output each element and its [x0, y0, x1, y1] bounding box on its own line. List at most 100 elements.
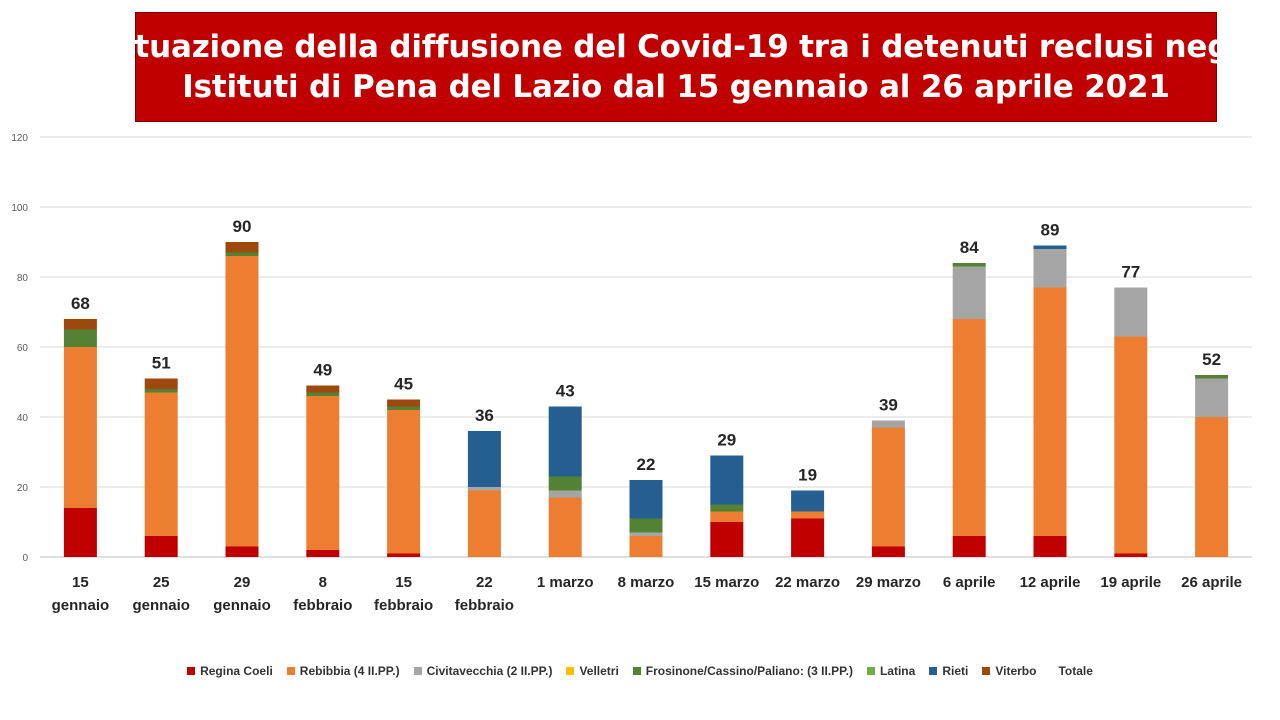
x-tick-label: gennaio: [132, 597, 190, 614]
x-tick-label: 26 aprile: [1181, 574, 1242, 591]
y-tick-label: 120: [11, 133, 28, 144]
x-tick-label: 15 marzo: [694, 574, 759, 591]
bar-segment: [144, 536, 178, 557]
x-tick-label: 8: [319, 574, 327, 591]
x-tick-label: 22: [476, 574, 493, 591]
bar-segment: [871, 546, 905, 557]
bar-segment: [225, 242, 259, 253]
bar-segment: [629, 536, 663, 557]
chart-title-line-1: Situazione della diffusione del Covid-19…: [101, 29, 1251, 65]
legend-label: Civitavecchia (2 II.PP.): [426, 664, 553, 678]
legend-item: Rieti: [929, 664, 968, 678]
bar-segment: [225, 256, 259, 547]
bar-segment: [952, 536, 986, 557]
x-tick-label: gennaio: [213, 597, 271, 614]
x-tick-label: febbraio: [374, 597, 433, 614]
total-data-label: 49: [313, 361, 332, 380]
x-tick-label: 12 aprile: [1020, 574, 1081, 591]
y-tick-label: 100: [11, 203, 28, 214]
chart-title: Situazione della diffusione del Covid-19…: [102, 12, 1250, 122]
bar-segment: [710, 511, 744, 522]
total-data-label: 22: [637, 455, 656, 474]
legend-swatch: [413, 667, 422, 675]
x-tick-label: 29: [234, 574, 251, 591]
total-data-label: 19: [798, 466, 817, 485]
legend-label: Rieti: [942, 664, 969, 678]
x-tick-label: 22 marzo: [775, 574, 840, 591]
bar-segment: [467, 490, 501, 557]
bar-segment: [1033, 287, 1067, 536]
legend-item: Rebibbia (4 II.PP.): [286, 664, 400, 678]
bar-segment: [63, 508, 97, 557]
x-tick-label: 15: [395, 574, 412, 591]
x-tick-label: 15: [72, 574, 89, 591]
legend-swatch: [632, 667, 641, 675]
bar-segment: [144, 392, 178, 536]
bar-segment: [63, 329, 97, 347]
legend-item: Latina: [866, 664, 916, 678]
x-tick-label: febbraio: [293, 597, 352, 614]
y-tick-label: 0: [22, 553, 28, 564]
legend-swatch: [982, 667, 991, 675]
bar-segment: [1114, 336, 1148, 554]
legend-item: Velletri: [566, 664, 619, 678]
bar-segment: [710, 455, 744, 505]
bar-segment: [387, 410, 421, 554]
total-data-label: 39: [879, 396, 898, 415]
total-data-label: 52: [1202, 350, 1221, 369]
total-data-label: 89: [1041, 221, 1060, 240]
legend-label: Latina: [879, 664, 916, 678]
bar-segment: [306, 385, 340, 393]
bar-segment: [225, 546, 259, 557]
bar-segment: [629, 518, 663, 533]
bar-segment: [1195, 375, 1229, 379]
total-data-label: 36: [475, 406, 494, 425]
bar-segment: [467, 487, 501, 491]
total-data-label: 51: [152, 354, 171, 373]
bar-segment: [871, 420, 905, 428]
bar-segment: [467, 431, 501, 487]
bar-segment: [548, 497, 582, 557]
legend-item: Civitavecchia (2 II.PP.): [413, 664, 553, 678]
bar-segment: [952, 263, 986, 267]
bar-segment: [952, 319, 986, 536]
total-data-label: 84: [960, 238, 979, 257]
legend-label: Viterbo: [995, 664, 1037, 678]
chart-title-line-2: Istituti di Pena del Lazio dal 15 gennai…: [182, 69, 1170, 105]
bar-segment: [63, 319, 97, 330]
total-data-label: 68: [71, 294, 90, 313]
legend-item: Frosinone/Cassino/Paliano: (3 II.PP.): [632, 664, 853, 678]
total-data-label: 77: [1121, 263, 1140, 282]
bar-segment: [306, 550, 340, 557]
legend-swatch: [187, 667, 196, 675]
legend-item: Regina Coeli: [187, 664, 273, 678]
bar-segment: [1114, 553, 1148, 557]
x-tick-label: 25: [153, 574, 170, 591]
bar-segment: [1195, 417, 1229, 557]
x-tick-label: febbraio: [455, 597, 514, 614]
total-data-label: 43: [556, 382, 575, 401]
bar-segment: [710, 504, 744, 512]
bar-segment: [791, 511, 825, 519]
bar-segment: [225, 252, 259, 256]
total-data-label: 45: [394, 375, 413, 394]
legend-label-totals: Totale: [1058, 664, 1093, 678]
bar-segment: [1195, 378, 1229, 417]
legend-label: Velletri: [579, 664, 619, 678]
bar-segment: [548, 490, 582, 498]
bar-segment: [871, 427, 905, 547]
x-tick-label: 29 marzo: [856, 574, 921, 591]
total-data-label: 29: [717, 431, 736, 450]
x-tick-label: 1 marzo: [537, 574, 594, 591]
legend-swatch: [866, 667, 875, 675]
bar-segment: [791, 518, 825, 557]
y-tick-label: 80: [17, 273, 29, 284]
bar-segment: [629, 532, 663, 536]
bar-segment: [548, 476, 582, 491]
bar-segment: [548, 406, 582, 477]
bar-segment: [791, 490, 825, 512]
stacked-bar-chart: 0 20 40 60 80 100 120 68 15 gennaio 51 25 gennaio 90 2…: [11, 133, 1252, 614]
legend-label: Regina Coeli: [200, 664, 273, 678]
legend-swatch: [566, 667, 575, 675]
legend-item: Viterbo: [982, 664, 1036, 678]
